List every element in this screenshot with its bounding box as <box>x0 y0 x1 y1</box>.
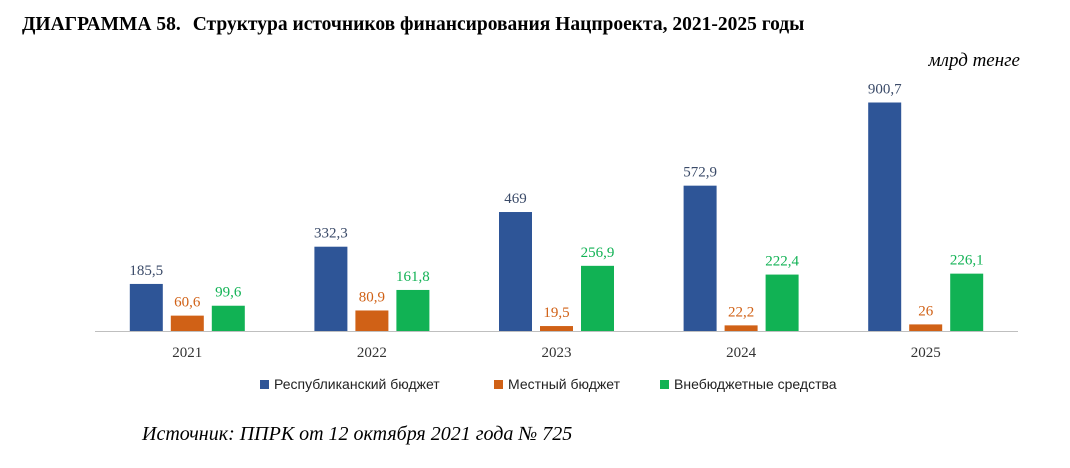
x-tick-label: 2023 <box>542 345 572 361</box>
data-label: 469 <box>504 191 527 207</box>
data-label: 226,1 <box>950 253 984 269</box>
bar-1-2023 <box>499 212 532 331</box>
x-tick-label: 2024 <box>726 345 757 361</box>
data-label: 900,7 <box>868 82 902 98</box>
title-number: ДИАГРАММА 58. <box>22 14 181 35</box>
chart-title: ДИАГРАММА 58. Структура источников финанс… <box>22 14 804 36</box>
x-tick-label: 2022 <box>357 345 387 361</box>
bar-2-2023 <box>540 326 573 331</box>
bar-2-2025 <box>909 324 943 331</box>
data-label: 99,6 <box>215 285 242 301</box>
legend-label: Республиканский бюджет <box>274 376 440 392</box>
title-text: Структура источников финансирования Нацп… <box>192 14 805 35</box>
legend-swatch <box>660 380 669 389</box>
bar-3-2022 <box>396 289 430 331</box>
data-label: 80,9 <box>359 289 385 305</box>
x-tick-label: 2021 <box>172 345 202 361</box>
bar-1-2024 <box>683 185 717 331</box>
bar-2-2021 <box>170 315 204 331</box>
bar-2-2022 <box>355 310 389 331</box>
legend-label: Внебюджетные средства <box>674 376 837 392</box>
data-label: 60,6 <box>174 295 201 311</box>
bar-3-2021 <box>211 305 245 331</box>
units-label: млрд тенге <box>928 50 1020 71</box>
x-tick-label: 2025 <box>911 345 941 361</box>
legend-swatch <box>494 380 503 389</box>
legend-swatch <box>260 380 269 389</box>
bar-3-2025 <box>950 273 984 331</box>
data-label: 256,9 <box>581 245 615 261</box>
bar-chart: 185,5 60,6 99,6 2021 332,3 80,9 161,8 2022 469 19… <box>95 82 1018 392</box>
data-label: 222,4 <box>765 254 799 270</box>
legend-label: Местный бюджет <box>508 376 621 392</box>
bar-1-2025 <box>868 102 902 332</box>
data-label: 332,3 <box>314 226 348 242</box>
bar-1-2022 <box>314 246 348 331</box>
data-label: 185,5 <box>129 263 163 279</box>
data-label: 26 <box>918 303 934 319</box>
data-label: 19,5 <box>543 305 569 321</box>
data-label: 22,2 <box>728 304 754 320</box>
bar-2-2024 <box>724 325 758 331</box>
bar-3-2024 <box>765 274 799 331</box>
data-label: 572,9 <box>683 165 717 181</box>
data-label: 161,8 <box>396 269 430 285</box>
bar-3-2023 <box>581 265 614 331</box>
bar-1-2021 <box>129 283 163 331</box>
source-note: Источник: ППРК от 12 октября 2021 года №… <box>142 423 573 445</box>
